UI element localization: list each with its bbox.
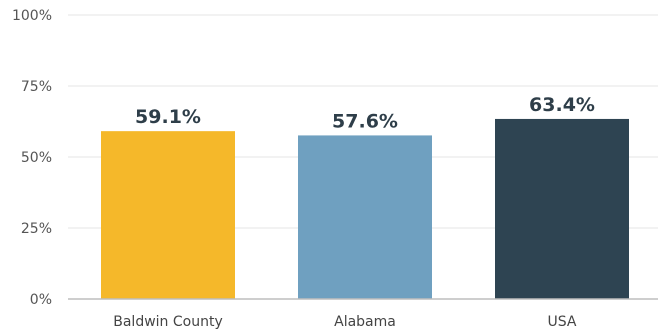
y-tick-label: 25% <box>21 221 52 237</box>
y-tick-label: 75% <box>21 79 52 95</box>
data-label: 57.6% <box>332 110 398 132</box>
data-label: 63.4% <box>529 94 595 116</box>
bar-usa <box>495 118 629 299</box>
y-tick-label: 0% <box>30 292 52 308</box>
y-axis-ticks: 0% 25% 50% 75% 100% <box>12 8 52 308</box>
y-tick-label: 100% <box>12 8 52 24</box>
bar-alabama <box>298 135 432 299</box>
x-axis-ticks: Baldwin County Alabama USA <box>113 314 577 330</box>
y-tick-label: 50% <box>21 150 52 166</box>
data-label: 59.1% <box>135 106 201 128</box>
x-tick-label: Baldwin County <box>113 314 222 330</box>
bars <box>101 118 629 299</box>
x-tick-label: USA <box>548 314 577 330</box>
x-tick-label: Alabama <box>334 314 396 330</box>
bar-baldwin-county <box>101 131 235 299</box>
data-labels: 59.1% 57.6% 63.4% <box>135 94 595 132</box>
